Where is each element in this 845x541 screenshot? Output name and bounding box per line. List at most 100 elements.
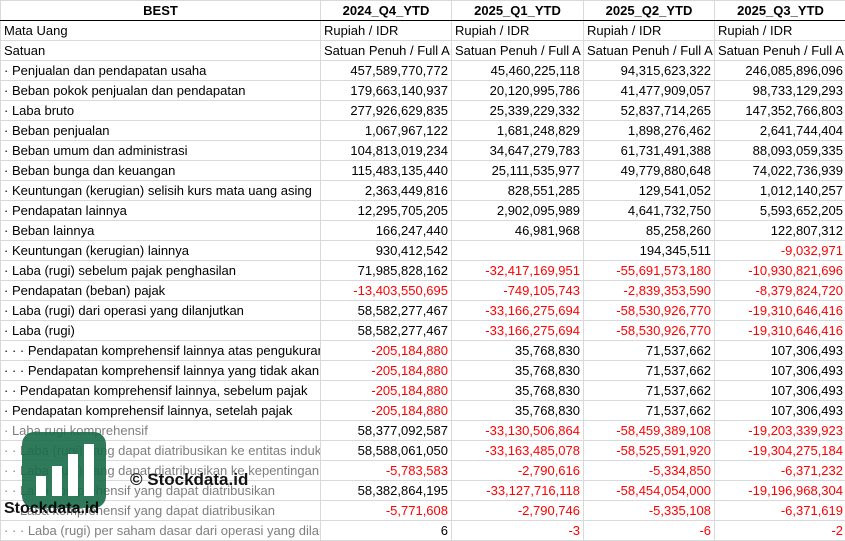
cell[interactable]: -58,459,389,108 xyxy=(583,420,715,441)
cell[interactable]: 1,681,248,829 xyxy=(451,120,584,141)
cell[interactable]: Rupiah / IDR xyxy=(451,20,584,41)
cell[interactable]: 2,641,744,404 xyxy=(714,120,845,141)
cell[interactable]: 4,641,732,750 xyxy=(583,200,715,221)
cell[interactable]: 129,541,052 xyxy=(583,180,715,201)
cell[interactable]: 107,306,493 xyxy=(714,380,845,401)
cell[interactable]: 277,926,629,835 xyxy=(320,100,452,121)
cell[interactable]: 2,902,095,989 xyxy=(451,200,584,221)
cell[interactable]: 5,593,652,205 xyxy=(714,200,845,221)
cell[interactable]: -5,771,608 xyxy=(320,500,452,521)
cell[interactable]: 61,731,491,388 xyxy=(583,140,715,161)
cell[interactable]: 25,339,229,332 xyxy=(451,100,584,121)
cell[interactable]: 1,067,967,122 xyxy=(320,120,452,141)
row-label[interactable]: Mata Uang xyxy=(0,20,321,41)
cell[interactable]: -33,127,716,118 xyxy=(451,480,584,501)
cell[interactable]: 58,377,092,587 xyxy=(320,420,452,441)
row-label[interactable]: Satuan xyxy=(0,40,321,61)
cell[interactable]: 58,382,864,195 xyxy=(320,480,452,501)
cell[interactable]: -58,530,926,770 xyxy=(583,320,715,341)
cell[interactable]: 58,588,061,050 xyxy=(320,440,452,461)
cell[interactable]: -32,417,169,951 xyxy=(451,260,584,281)
cell[interactable]: 246,085,896,096 xyxy=(714,60,845,81)
cell[interactable]: -10,930,821,696 xyxy=(714,260,845,281)
cell[interactable]: 107,306,493 xyxy=(714,340,845,361)
row-label[interactable]: · Beban lainnya xyxy=(0,220,321,241)
cell[interactable]: 147,352,766,803 xyxy=(714,100,845,121)
cell[interactable]: 1,898,276,462 xyxy=(583,120,715,141)
cell[interactable]: -13,403,550,695 xyxy=(320,280,452,301)
cell[interactable]: 58,582,277,467 xyxy=(320,320,452,341)
period-header[interactable]: 2025_Q2_YTD xyxy=(583,0,715,21)
cell[interactable]: Satuan Penuh / Full A xyxy=(714,40,845,61)
cell[interactable]: 45,460,225,118 xyxy=(451,60,584,81)
row-label[interactable]: · · · Pendapatan komprehensif lainnya at… xyxy=(0,340,321,361)
cell[interactable]: 35,768,830 xyxy=(451,340,584,361)
cell[interactable]: Satuan Penuh / Full A xyxy=(583,40,715,61)
cell[interactable]: -6 xyxy=(583,520,715,541)
cell[interactable]: -19,310,646,416 xyxy=(714,300,845,321)
cell[interactable]: 71,985,828,162 xyxy=(320,260,452,281)
cell[interactable]: Rupiah / IDR xyxy=(320,20,452,41)
row-label[interactable]: · Pendapatan (beban) pajak xyxy=(0,280,321,301)
row-label[interactable]: · Keuntungan (kerugian) lainnya xyxy=(0,240,321,261)
cell[interactable]: 107,306,493 xyxy=(714,400,845,421)
cell[interactable]: -9,032,971 xyxy=(714,240,845,261)
cell[interactable]: -2,839,353,590 xyxy=(583,280,715,301)
cell[interactable]: 58,582,277,467 xyxy=(320,300,452,321)
cell[interactable]: -749,105,743 xyxy=(451,280,584,301)
cell[interactable]: -6,371,232 xyxy=(714,460,845,481)
cell[interactable]: -19,310,646,416 xyxy=(714,320,845,341)
cell[interactable]: 35,768,830 xyxy=(451,360,584,381)
cell[interactable]: -2,790,616 xyxy=(451,460,584,481)
cell[interactable]: -33,166,275,694 xyxy=(451,300,584,321)
cell[interactable]: 20,120,995,786 xyxy=(451,80,584,101)
cell[interactable]: 49,779,880,648 xyxy=(583,160,715,181)
cell[interactable]: -205,184,880 xyxy=(320,400,452,421)
cell[interactable]: 104,813,019,234 xyxy=(320,140,452,161)
cell[interactable]: -33,130,506,864 xyxy=(451,420,584,441)
cell[interactable]: -205,184,880 xyxy=(320,360,452,381)
period-header[interactable]: 2025_Q1_YTD xyxy=(451,0,584,21)
cell[interactable]: -5,335,108 xyxy=(583,500,715,521)
company-header[interactable]: BEST xyxy=(0,0,321,21)
period-header[interactable]: 2024_Q4_YTD xyxy=(320,0,452,21)
cell[interactable]: 34,647,279,783 xyxy=(451,140,584,161)
cell[interactable]: 25,111,535,977 xyxy=(451,160,584,181)
cell[interactable]: -33,166,275,694 xyxy=(451,320,584,341)
cell[interactable]: Satuan Penuh / Full A xyxy=(320,40,452,61)
row-label[interactable]: · Pendapatan komprehensif lainnya, setel… xyxy=(0,400,321,421)
row-label[interactable]: · Laba bruto xyxy=(0,100,321,121)
cell[interactable]: -2 xyxy=(714,520,845,541)
cell[interactable]: 828,551,285 xyxy=(451,180,584,201)
cell[interactable]: -19,304,275,184 xyxy=(714,440,845,461)
cell[interactable]: -58,525,591,920 xyxy=(583,440,715,461)
row-label[interactable]: · Pendapatan lainnya xyxy=(0,200,321,221)
cell[interactable]: 930,412,542 xyxy=(320,240,452,261)
cell[interactable]: -55,691,573,180 xyxy=(583,260,715,281)
row-label[interactable]: · Laba (rugi) xyxy=(0,320,321,341)
cell[interactable]: 35,768,830 xyxy=(451,400,584,421)
cell[interactable]: 85,258,260 xyxy=(583,220,715,241)
cell[interactable]: 166,247,440 xyxy=(320,220,452,241)
cell[interactable]: 122,807,312 xyxy=(714,220,845,241)
row-label[interactable]: · · Pendapatan komprehensif lainnya, seb… xyxy=(0,380,321,401)
row-label[interactable]: · Penjualan dan pendapatan usaha xyxy=(0,60,321,81)
cell[interactable]: -5,334,850 xyxy=(583,460,715,481)
cell[interactable]: 71,537,662 xyxy=(583,360,715,381)
cell[interactable]: Rupiah / IDR xyxy=(583,20,715,41)
cell[interactable]: 179,663,140,937 xyxy=(320,80,452,101)
cell[interactable]: -19,203,339,923 xyxy=(714,420,845,441)
cell[interactable]: -2,790,746 xyxy=(451,500,584,521)
row-label[interactable]: · Beban bunga dan keuangan xyxy=(0,160,321,181)
cell[interactable]: 71,537,662 xyxy=(583,400,715,421)
row-label[interactable]: · Beban penjualan xyxy=(0,120,321,141)
cell[interactable]: -5,783,583 xyxy=(320,460,452,481)
cell[interactable]: Satuan Penuh / Full A xyxy=(451,40,584,61)
cell[interactable]: 41,477,909,057 xyxy=(583,80,715,101)
cell[interactable]: 194,345,511 xyxy=(583,240,715,261)
cell[interactable]: 35,768,830 xyxy=(451,380,584,401)
cell[interactable]: -205,184,880 xyxy=(320,340,452,361)
row-label[interactable]: · Beban pokok penjualan dan pendapatan xyxy=(0,80,321,101)
cell[interactable]: 1,012,140,257 xyxy=(714,180,845,201)
row-label[interactable]: · Laba (rugi) dari operasi yang dilanjut… xyxy=(0,300,321,321)
